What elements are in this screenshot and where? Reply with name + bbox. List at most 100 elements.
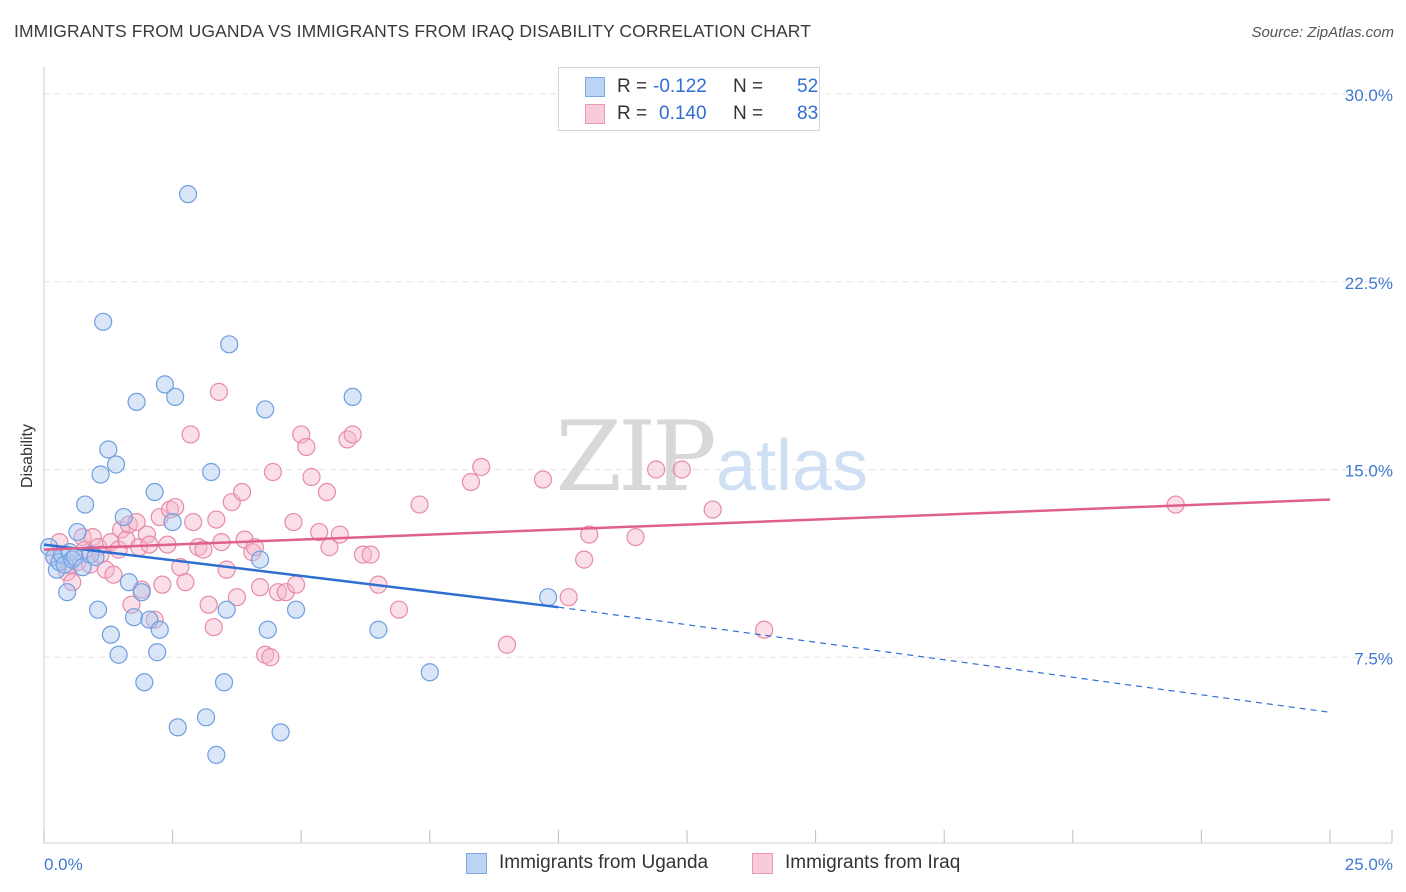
- uganda-point-51: [539, 588, 558, 607]
- uganda-trend-line: [43, 543, 559, 609]
- legend-r-value-uganda: -0.122: [653, 76, 707, 97]
- uganda-point-43: [250, 550, 270, 569]
- iraq-point-59: [302, 467, 321, 487]
- iraq-point-50: [256, 645, 275, 664]
- legend-n-label: N =: [733, 76, 764, 97]
- iraq-point-74: [533, 470, 553, 489]
- iraq-point-78: [626, 527, 645, 547]
- watermark-atlas: atlas: [716, 426, 868, 506]
- uganda-point-32: [163, 512, 182, 532]
- iraq-point-82: [755, 620, 774, 639]
- uganda-point-10: [68, 522, 87, 542]
- uganda-point-12: [76, 495, 95, 514]
- series-uganda-points: [40, 185, 558, 764]
- uganda-point-37: [196, 708, 216, 727]
- uganda-point-42: [217, 600, 236, 619]
- uganda-point-45: [258, 620, 277, 639]
- axes: [43, 67, 1393, 844]
- grid: [44, 93, 1392, 658]
- bottom-legend-label-uganda: Immigrants from Uganda: [499, 852, 709, 873]
- uganda-point-46: [271, 723, 290, 742]
- legend-n-value-iraq: 83: [797, 103, 819, 124]
- uganda-point-21: [114, 507, 133, 527]
- iraq-point-51: [261, 648, 280, 667]
- iraq-point-37: [199, 595, 218, 614]
- bottom-legend-swatch-iraq: [752, 853, 773, 874]
- uganda-point-23: [124, 608, 144, 627]
- iraq-point-69: [389, 600, 409, 619]
- iraq-point-55: [284, 512, 303, 532]
- iraq-point-66: [353, 545, 373, 564]
- uganda-point-29: [148, 643, 167, 662]
- uganda-point-26: [135, 673, 154, 692]
- iraq-point-76: [575, 550, 594, 569]
- source-label: Source: ZipAtlas.com: [1251, 24, 1394, 41]
- uganda-point-33: [168, 718, 187, 737]
- uganda-point-34: [178, 185, 198, 204]
- watermark-zip: ZIP: [555, 401, 714, 513]
- iraq-point-53: [268, 583, 288, 602]
- iraq-point-58: [297, 437, 316, 457]
- uganda-point-20: [109, 645, 128, 664]
- correlation-legend: R = -0.122 N = 52 R = 0.140 N = 83: [558, 67, 820, 131]
- legend-swatch-iraq: [585, 104, 605, 124]
- y-tick-label-1: 15.0%: [1345, 462, 1393, 481]
- iraq-point-72: [472, 457, 491, 477]
- bottom-legend-swatch-uganda: [466, 853, 487, 874]
- uganda-point-44: [256, 400, 275, 419]
- iraq-point-30: [166, 497, 185, 517]
- iraq-point-63: [330, 525, 349, 544]
- uganda-point-31: [155, 375, 174, 394]
- iraq-point-47: [243, 543, 262, 562]
- uganda-point-30: [150, 620, 169, 639]
- uganda-point-48: [343, 387, 362, 407]
- iraq-point-54: [276, 583, 295, 602]
- uganda-point-41: [220, 335, 239, 354]
- legend-n-value-uganda: 52: [797, 76, 819, 97]
- iraq-point-56: [286, 575, 306, 594]
- uganda-point-6: [58, 583, 77, 602]
- iraq-point-70: [410, 495, 429, 514]
- uganda-point-49: [369, 620, 388, 639]
- uganda-point-47: [286, 600, 306, 619]
- uganda-point-38: [202, 462, 221, 482]
- iraq-point-64: [338, 430, 357, 449]
- iraq-point-81: [703, 500, 722, 519]
- iraq-point-42: [217, 560, 236, 579]
- iraq-point-44: [227, 588, 246, 607]
- iraq-point-49: [250, 578, 270, 597]
- iraq-point-61: [317, 482, 337, 502]
- uganda-trend-extension: [558, 606, 1331, 713]
- uganda-point-22: [119, 573, 138, 592]
- iraq-point-80: [672, 460, 691, 479]
- iraq-point-52: [263, 462, 283, 482]
- iraq-point-77: [580, 525, 599, 544]
- y-axis-title: Disability: [19, 423, 36, 489]
- uganda-point-39: [207, 745, 226, 764]
- uganda-point-15: [88, 600, 108, 619]
- uganda-point-16: [91, 465, 110, 484]
- iraq-point-38: [204, 618, 223, 637]
- uganda-point-8: [63, 550, 82, 569]
- iraq-point-40: [209, 382, 228, 401]
- legend-r-label: R =: [617, 76, 648, 97]
- iraq-point-60: [310, 522, 329, 542]
- bottom-legend-label-iraq: Immigrants from Iraq: [785, 852, 961, 873]
- legend-r-value-iraq: 0.140: [659, 103, 707, 124]
- x-tick-label-0: 0.0%: [44, 855, 83, 874]
- legend-r-label: R =: [617, 103, 648, 124]
- iraq-point-45: [232, 482, 252, 502]
- watermark: ZIP atlas: [555, 401, 868, 513]
- iraq-point-33: [181, 425, 200, 444]
- iraq-point-14: [104, 565, 123, 584]
- uganda-point-18: [101, 625, 120, 644]
- iraq-point-34: [184, 512, 203, 532]
- iraq-point-32: [176, 573, 195, 592]
- uganda-point-50: [420, 663, 439, 682]
- iraq-point-39: [207, 510, 226, 529]
- tick-labels: 7.5% 15.0% 22.5% 30.0% 0.0% 25.0%: [44, 86, 1393, 874]
- iraq-trend-line: [43, 498, 1331, 551]
- iraq-point-71: [461, 472, 481, 492]
- iraq-point-65: [343, 425, 362, 444]
